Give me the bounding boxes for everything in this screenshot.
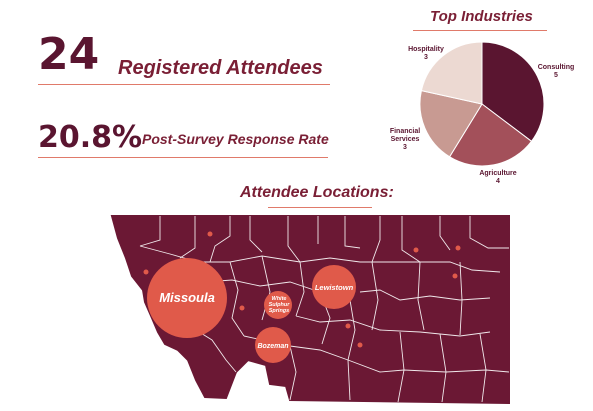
city-label-white-sulphur-springs-3: Springs bbox=[269, 308, 289, 314]
pie-label-agriculture: Agriculture 4 bbox=[470, 170, 526, 186]
pie-label-consulting: Consulting 5 bbox=[530, 64, 582, 80]
locations-title: Attendee Locations: bbox=[240, 184, 394, 201]
pie-label-hospitality-name: Hospitality bbox=[408, 46, 444, 53]
city-label-bozeman: Bozeman bbox=[257, 343, 288, 350]
city-bubble-bozeman bbox=[255, 327, 291, 363]
attendees-label: Registered Attendees bbox=[118, 57, 323, 79]
montana-outline bbox=[110, 215, 510, 405]
attendee-dot bbox=[357, 342, 363, 348]
industries-pie bbox=[420, 42, 544, 166]
pie-label-agriculture-value: 4 bbox=[496, 178, 500, 185]
pie-slice-financial-services bbox=[420, 90, 483, 158]
response-rate-divider bbox=[38, 157, 328, 158]
city-label-white-sulphur-springs-1: White bbox=[272, 296, 287, 302]
pie-label-agriculture-name: Agriculture bbox=[479, 170, 517, 177]
attendee-dot bbox=[452, 273, 458, 279]
city-label-missoula: Missoula bbox=[159, 290, 215, 305]
attendee-dot bbox=[345, 323, 351, 329]
attendee-dot bbox=[239, 305, 245, 311]
pie-label-consulting-name: Consulting bbox=[537, 64, 575, 71]
city-label-lewistown: Lewistown bbox=[315, 283, 354, 292]
attendees-divider bbox=[38, 84, 330, 85]
industries-title: Top Industries bbox=[430, 8, 533, 25]
pie-label-hospitality: Hospitality 3 bbox=[398, 46, 454, 62]
pie-slice-hospitality bbox=[420, 42, 483, 105]
pie-slice-consulting bbox=[481, 42, 544, 143]
attendee-dot bbox=[455, 245, 461, 251]
pie-label-financial-services-name-1: Financial bbox=[389, 128, 421, 135]
response-rate-value: 20.8% bbox=[38, 120, 143, 155]
city-label-white-sulphur-springs-2: Sulphur bbox=[269, 302, 291, 308]
response-rate-label: Post-Survey Response Rate bbox=[142, 131, 329, 147]
attendees-count: 24 bbox=[38, 29, 100, 80]
pie-label-hospitality-value: 3 bbox=[424, 54, 428, 61]
pie-slice-agriculture bbox=[448, 103, 533, 166]
pie-label-consulting-value: 5 bbox=[554, 72, 558, 79]
locations-title-underline bbox=[268, 207, 372, 208]
pie-label-financial-services-value: 3 bbox=[403, 144, 407, 151]
pie-label-financial-services-name-2: Services bbox=[390, 136, 420, 143]
city-bubble-white-sulphur-springs bbox=[264, 291, 292, 319]
city-bubble-lewistown bbox=[312, 265, 356, 309]
attendee-dot bbox=[207, 231, 213, 237]
attendee-dot bbox=[143, 269, 149, 275]
city-bubble-missoula bbox=[147, 258, 227, 338]
attendee-dots bbox=[143, 231, 461, 348]
pie-label-financial-services: Financial Services 3 bbox=[382, 128, 428, 152]
attendee-dot bbox=[413, 247, 419, 253]
industries-title-underline bbox=[413, 30, 547, 31]
